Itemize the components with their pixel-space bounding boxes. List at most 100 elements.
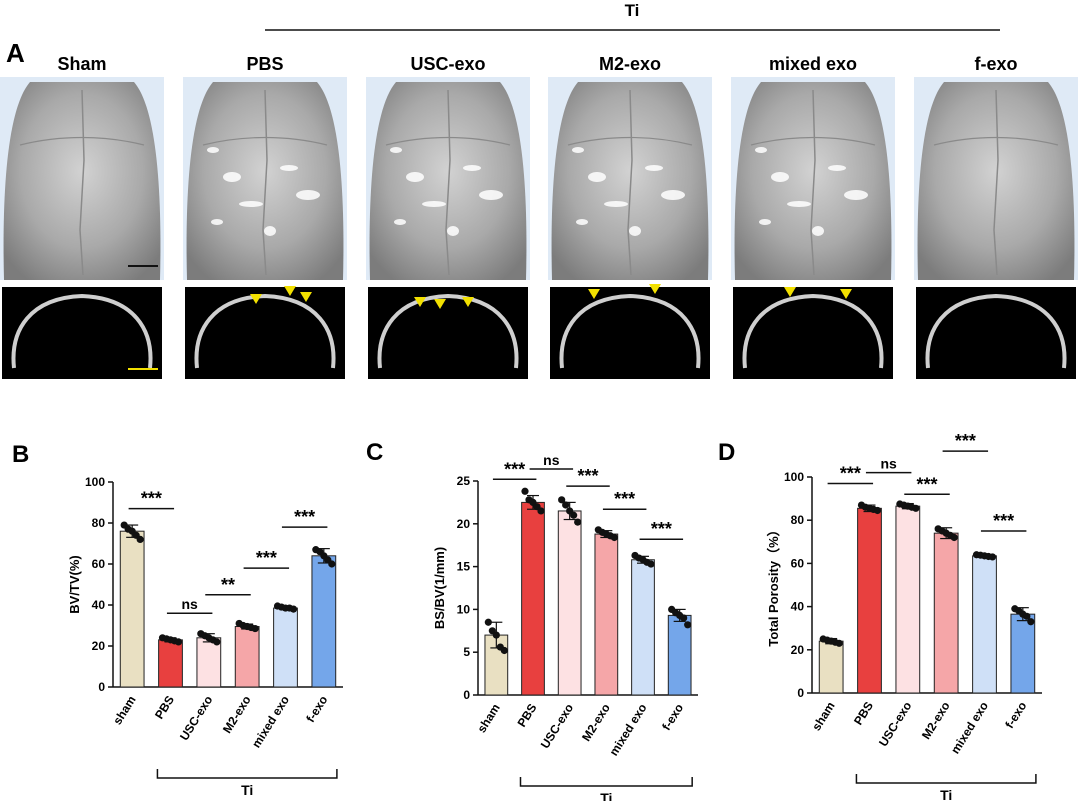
bar-M2-exo — [594, 533, 619, 696]
ct-section-bone-1 — [194, 293, 336, 369]
osteolysis-spot-3-2 — [604, 201, 628, 207]
data-point-0-4 — [835, 639, 843, 647]
panel-a-ti-label: Ti — [625, 1, 640, 20]
osteolysis-spot-2-1 — [406, 172, 424, 182]
x-tick-label-4: mixed exo — [607, 701, 650, 758]
significance-label-0: *** — [840, 463, 861, 483]
y-tick-label-0: 0 — [98, 680, 105, 694]
y-tick-label-4: 80 — [92, 516, 106, 530]
chart-d: D 0 20 40 60 80 100 Total Porosity（%） sham PBS USC… — [718, 431, 1042, 801]
osteolysis-spot-2-6 — [394, 219, 406, 225]
osteolysis-spot-2-2 — [422, 201, 446, 207]
significance-label-4: *** — [651, 519, 672, 539]
ct-section-bone-2 — [377, 293, 519, 369]
y-tick-label-2: 10 — [457, 602, 471, 616]
x-tick-label-2: USC-exo — [177, 693, 215, 743]
data-point-0-2 — [492, 631, 500, 639]
significance-label-3: *** — [955, 431, 976, 451]
x-tick-label-5: f-exo — [303, 693, 330, 725]
osteolysis-spot-1-5 — [296, 190, 320, 200]
significance-label-1: ns — [880, 456, 897, 472]
data-point-0-4 — [500, 646, 508, 655]
panel-a-images: Sham PBS USC-exo M2-exo mixed exo f-exo — [0, 54, 1078, 379]
bar-mixed-exo — [631, 559, 655, 696]
skull-3d-image-4 — [734, 82, 892, 280]
arrowhead-marker-2 — [300, 292, 312, 302]
x-tick-label-4: mixed exo — [948, 699, 991, 756]
y-tick-label-1: 5 — [463, 645, 470, 659]
ti-bracket-label: Ti — [241, 782, 253, 798]
y-tick-label-5: 100 — [784, 470, 804, 484]
significance-label-4: *** — [294, 507, 315, 527]
group-label-5: f-exo — [974, 54, 1017, 74]
chart-b: B 0 20 40 60 80 100 BV/TV(%) sham PBS USC-exo M2-ex… — [12, 441, 343, 798]
significance-label-1: ns — [543, 452, 560, 468]
arrowhead-marker-3 — [414, 297, 426, 307]
osteolysis-spot-2-4 — [463, 165, 481, 171]
data-point-4-4 — [988, 553, 997, 561]
bar-PBS — [857, 507, 882, 694]
data-point-1-0 — [521, 487, 529, 495]
x-tick-label-1: PBS — [515, 701, 540, 729]
ct-section-bone-3 — [559, 293, 701, 369]
ct-section-background-3 — [550, 287, 710, 379]
data-point-2-4 — [574, 518, 582, 526]
significance-label-1: ns — [181, 596, 198, 612]
data-point-2-0 — [558, 496, 566, 504]
osteolysis-spot-2-0 — [390, 147, 402, 153]
y-tick-label-1: 20 — [92, 639, 106, 653]
osteolysis-spot-1-3 — [264, 226, 276, 236]
ct-section-bone-5 — [925, 293, 1067, 369]
x-tick-label-0: sham — [110, 693, 138, 727]
osteolysis-spot-3-4 — [645, 165, 663, 171]
osteolysis-spot-4-0 — [755, 147, 767, 153]
data-point-5-4 — [328, 560, 336, 568]
x-tick-label-1: PBS — [851, 699, 876, 727]
osteolysis-spot-2-3 — [447, 226, 459, 236]
ct-section-bone-0 — [11, 293, 153, 369]
skull-suture-transverse-3 — [567, 136, 693, 146]
y-axis-label: BV/TV(%) — [67, 555, 82, 614]
osteolysis-spot-4-2 — [787, 201, 811, 207]
bar-M2-exo — [234, 626, 260, 688]
arrowhead-marker-8 — [784, 287, 796, 297]
significance-label-4: *** — [993, 511, 1014, 531]
y-tick-label-3: 60 — [791, 556, 805, 570]
data-point-3-4 — [950, 533, 958, 542]
ti-bracket — [855, 774, 1037, 784]
arrowhead-marker-9 — [840, 289, 852, 299]
skull-3d-image-2 — [369, 82, 527, 280]
ti-bracket — [519, 777, 693, 787]
bar-mixed-exo — [972, 555, 997, 694]
data-point-1-4 — [873, 506, 882, 515]
bar-sham — [119, 530, 145, 688]
osteolysis-spot-3-1 — [588, 172, 606, 182]
osteolysis-spot-4-4 — [828, 165, 846, 171]
data-point-1-4 — [174, 638, 183, 646]
arrowhead-marker-7 — [649, 284, 661, 294]
panel-label: D — [718, 439, 735, 466]
group-label-0: Sham — [57, 54, 106, 74]
x-tick-label-2: USC-exo — [876, 699, 914, 749]
data-point-1-4 — [537, 507, 545, 515]
skull-suture-transverse-0 — [19, 136, 145, 146]
panel-label: C — [366, 439, 383, 466]
significance-label-2: *** — [916, 474, 937, 494]
y-tick-label-4: 80 — [791, 513, 805, 527]
significance-label-2: *** — [577, 466, 598, 486]
group-label-3: M2-exo — [599, 54, 661, 74]
skull-3d-image-5 — [917, 82, 1075, 280]
bar-mixed-exo — [273, 607, 298, 688]
data-point-4-4 — [289, 605, 298, 613]
osteolysis-spot-4-6 — [759, 219, 771, 225]
osteolysis-spot-3-0 — [572, 147, 584, 153]
osteolysis-spot-3-6 — [576, 219, 588, 225]
significance-label-0: *** — [504, 459, 525, 479]
y-tick-label-5: 100 — [85, 475, 105, 489]
x-tick-label-1: PBS — [152, 693, 177, 721]
arrowhead-marker-4 — [434, 299, 446, 309]
osteolysis-spot-4-3 — [812, 226, 824, 236]
osteolysis-spot-1-0 — [207, 147, 219, 153]
x-tick-label-3: M2-exo — [220, 693, 254, 735]
